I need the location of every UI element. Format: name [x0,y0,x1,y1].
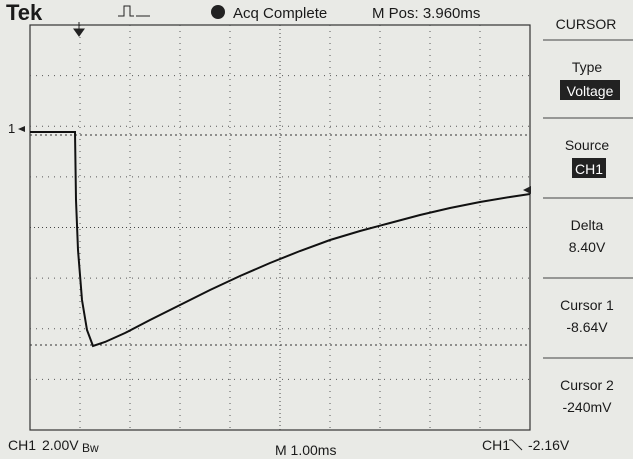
trigger-channel: CH1 [482,437,510,453]
timebase: M 1.00ms [275,442,336,458]
trigger-level: -2.16V [528,437,570,453]
menu-label[interactable]: Type [572,59,603,75]
oscilloscope-screen: Tek Acq Complete M Pos: 3.960ms CURSOR 1… [0,0,633,459]
menu-value[interactable]: -240mV [562,399,612,415]
position: M Pos: 3.960ms [372,5,480,22]
channel-marker: 1 [8,121,15,136]
status: Acq Complete [233,5,327,22]
background [0,0,633,459]
menu-label[interactable]: Cursor 2 [560,377,614,393]
menu-label[interactable]: Source [565,137,610,153]
menu-label[interactable]: Delta [571,217,604,233]
menu-value[interactable]: CH1 [575,161,603,177]
menu-label[interactable]: Cursor 1 [560,297,614,313]
menu-value[interactable]: -8.64V [566,319,608,335]
menu-value[interactable]: Voltage [567,83,614,99]
bandwidth: Bw [82,441,99,455]
status-dot [211,5,225,19]
brand: Tek [6,0,43,25]
menu-value[interactable]: 8.40V [569,239,606,255]
menu-title: CURSOR [556,16,617,32]
channel: CH1 [8,437,36,453]
volts-per-div: 2.00V [42,437,79,453]
